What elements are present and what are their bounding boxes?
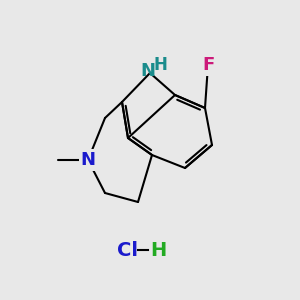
Text: H: H xyxy=(150,241,166,260)
Text: N: N xyxy=(140,62,155,80)
Text: N: N xyxy=(80,151,95,169)
Text: Cl: Cl xyxy=(118,241,139,260)
Text: F: F xyxy=(202,56,214,74)
Text: H: H xyxy=(153,56,167,74)
